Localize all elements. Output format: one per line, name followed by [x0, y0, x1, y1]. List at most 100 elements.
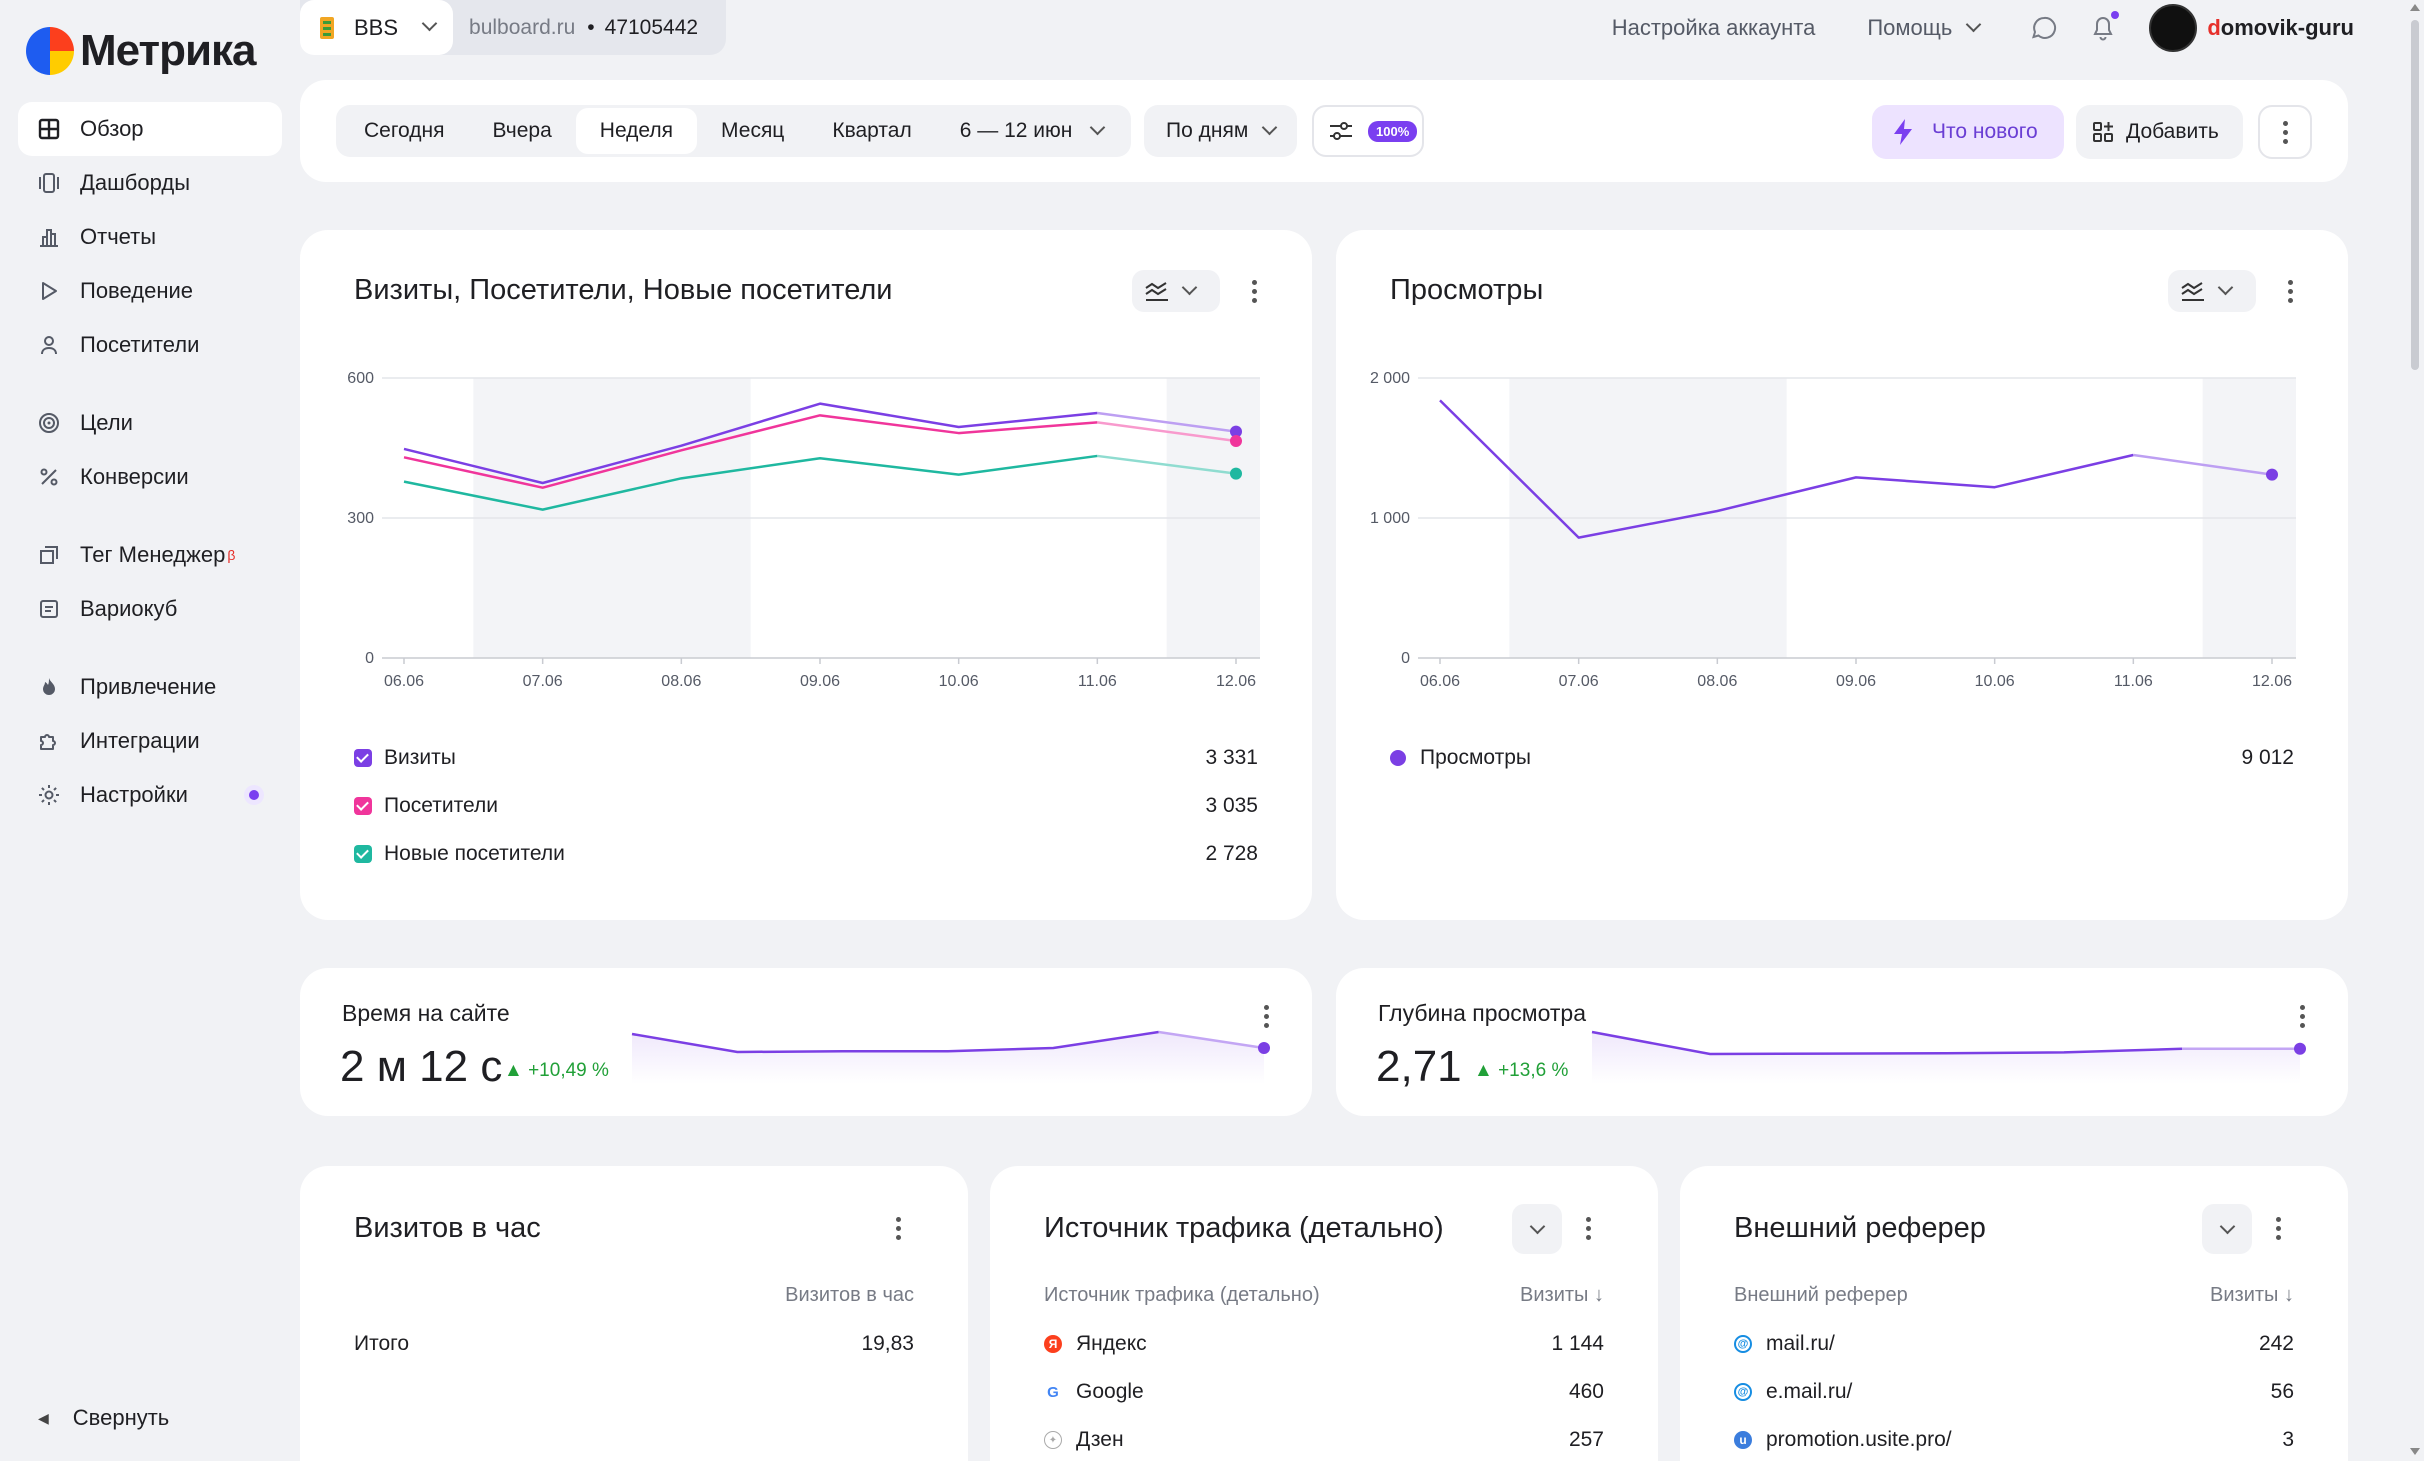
help-menu[interactable]: Помощь [1867, 15, 1982, 41]
table-row[interactable]: Я Яндекс 1 144 [1044, 1329, 1604, 1359]
x-tick-label: 12.06 [2252, 673, 2292, 690]
add-widget-button[interactable]: Добавить [2076, 105, 2243, 159]
site-favicon-icon [320, 16, 334, 39]
y-tick-label: 1 000 [1370, 510, 1410, 527]
scroll-up-arrow-icon[interactable] [2410, 4, 2420, 11]
legend-label: Просмотры [1420, 746, 1531, 769]
checkbox-icon[interactable] [354, 797, 372, 815]
chart-type-select[interactable] [2168, 270, 2256, 312]
scroll-down-arrow-icon[interactable] [2410, 1448, 2420, 1455]
row-value: 19,83 [861, 1332, 914, 1355]
metric-title: Глубина просмотра [1378, 1000, 1586, 1026]
legend-total: 9 012 [2241, 746, 2294, 769]
period-yesterday-button[interactable]: Вчера [492, 119, 552, 142]
visits-line-chart[interactable]: 0 300 600 06.06 07.06 08.06 09.06 10.06 11.06 12.… [300, 230, 1312, 710]
dimension-select[interactable] [1512, 1204, 1562, 1254]
sidebar-item-goals[interactable]: Цели [18, 396, 282, 450]
sidebar-item-behavior[interactable]: Поведение [18, 264, 282, 318]
row-label: e.mail.ru/ [1766, 1380, 1853, 1403]
notification-dot [2111, 11, 2120, 19]
column-header-sort[interactable]: Визиты ↓ [2210, 1284, 2294, 1306]
column-header[interactable]: Визитов в час [785, 1284, 914, 1306]
x-tick-label: 11.06 [1078, 673, 1117, 690]
card-menu-button[interactable] [2292, 996, 2312, 1036]
chat-icon[interactable] [2031, 15, 2057, 41]
bell-icon[interactable] [2091, 11, 2120, 41]
filters-button[interactable]: 100% [1312, 105, 1424, 157]
card-menu-button[interactable] [1256, 996, 1276, 1036]
sparkline [631, 1030, 1270, 1084]
user-menu[interactable]: domovik-guru [2149, 4, 2354, 52]
sparkline-partial [1158, 1030, 1265, 1050]
whats-new-label: Что нового [1932, 120, 2038, 143]
table-row[interactable]: @ mail.ru/ 242 [1734, 1329, 2294, 1359]
sidebar: Метрика Обзор Дашборды Отчеты Поведение [0, 0, 296, 1461]
sidebar-nav: Обзор Дашборды Отчеты Поведение Посетите… [18, 102, 282, 822]
account-settings-link[interactable]: Настройка аккаунта [1611, 15, 1816, 40]
card-menu-button[interactable] [1244, 271, 1264, 311]
table-row[interactable]: G Google 460 [1044, 1377, 1604, 1407]
checkbox-icon[interactable] [354, 845, 372, 863]
period-week-button[interactable]: Неделя [575, 108, 698, 154]
legend-total: 2 728 [1205, 842, 1258, 865]
period-today-button[interactable]: Сегодня [364, 119, 445, 142]
collapse-arrow-icon: ◀ [38, 1409, 49, 1426]
sidebar-item-visitors[interactable]: Посетители [18, 318, 282, 372]
page-scrollbar[interactable] [2408, 0, 2422, 1461]
sidebar-item-acquisition[interactable]: Привлечение [18, 660, 282, 714]
column-header-sort[interactable]: Визиты ↓ [1520, 1284, 1604, 1306]
checkbox-icon[interactable] [354, 749, 372, 767]
sparkline-area [1592, 1032, 2300, 1084]
row-label: mail.ru/ [1766, 1332, 1835, 1355]
period-month-button[interactable]: Месяц [721, 119, 785, 142]
card-menu-button[interactable] [2268, 1208, 2288, 1248]
column-header[interactable]: Источник трафика (детально) [1044, 1284, 1320, 1306]
sidebar-item-tag-manager[interactable]: Тег Менеджер β [18, 528, 282, 582]
x-tick-label: 09.06 [1836, 673, 1876, 690]
legend-label: Посетители [384, 794, 498, 817]
site-selector[interactable]: BBS [300, 0, 454, 55]
collapse-button[interactable]: ◀ Свернуть [38, 1405, 169, 1431]
card-menu-button[interactable] [2280, 271, 2300, 311]
card-menu-button[interactable] [1578, 1208, 1598, 1248]
sidebar-item-integrations[interactable]: Интеграции [18, 714, 282, 768]
table-row[interactable]: u promotion.usite.pro/ 3 [1734, 1425, 2294, 1455]
sidebar-item-variocube[interactable]: Вариокуб [18, 582, 282, 636]
x-tick-label: 06.06 [384, 673, 424, 690]
column-header[interactable]: Внешний реферер [1734, 1284, 1908, 1306]
metrika-logo[interactable]: Метрика [26, 26, 257, 76]
legend-row[interactable]: Просмотры 9 012 [1390, 743, 2294, 773]
scrollbar-thumb[interactable] [2411, 20, 2419, 370]
sidebar-item-settings[interactable]: Настройки [18, 768, 282, 822]
row-label: Яндекс [1076, 1332, 1147, 1355]
x-tick-label: 07.06 [523, 673, 563, 690]
sliders-icon [1330, 122, 1352, 140]
whats-new-button[interactable]: Что нового [1872, 105, 2064, 159]
bar-chart-icon [34, 222, 64, 252]
line-chart-icon [2181, 282, 2204, 301]
legend-row[interactable]: Посетители 3 035 [354, 791, 1258, 821]
site-info[interactable]: bulboard.ru • 47105442 [453, 0, 726, 55]
legend-row[interactable]: Визиты 3 331 [354, 743, 1258, 773]
views-line-chart[interactable]: 0 1 000 2 000 06.06 07.06 08.06 09.06 10.06 11.0… [1336, 230, 2348, 710]
table-row[interactable]: @ e.mail.ru/ 56 [1734, 1377, 2294, 1407]
legend-dot [1390, 750, 1406, 766]
report-toolbar: Сегодня Вчера Неделя Месяц Квартал 6 — 1… [300, 80, 2348, 182]
series-line [403, 454, 1098, 511]
grouping-select[interactable]: По дням [1144, 105, 1298, 157]
sidebar-item-conversions[interactable]: Конверсии [18, 450, 282, 504]
sidebar-item-dashboards[interactable]: Дашборды [18, 156, 282, 210]
y-tick-label: 2 000 [1370, 370, 1410, 387]
table-row[interactable]: ✦ Дзен 257 [1044, 1425, 1604, 1455]
more-options-button[interactable] [2258, 105, 2312, 159]
date-range-picker[interactable]: 6 — 12 июн [936, 108, 1128, 154]
chart-type-select[interactable] [1132, 270, 1220, 312]
table-row[interactable]: Итого 19,83 [354, 1329, 914, 1359]
sidebar-item-overview[interactable]: Обзор [18, 102, 282, 156]
period-quarter-button[interactable]: Квартал [832, 119, 912, 142]
legend-row[interactable]: Новые посетители 2 728 [354, 839, 1258, 869]
dimension-select[interactable] [2202, 1204, 2252, 1254]
percent-icon [34, 462, 64, 492]
sidebar-item-reports[interactable]: Отчеты [18, 210, 282, 264]
card-menu-button[interactable] [888, 1208, 908, 1248]
